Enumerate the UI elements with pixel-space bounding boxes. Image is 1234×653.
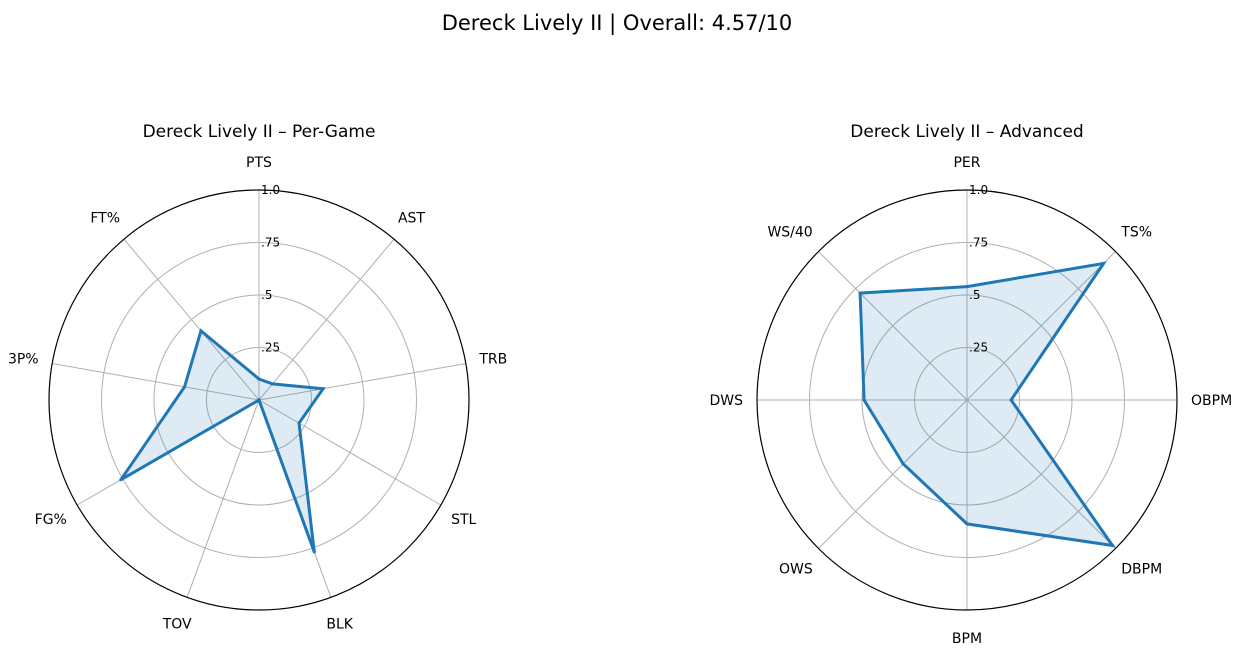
radial-tick-label-per-game-2: .5 — [261, 288, 272, 302]
data-point-advanced-obpm — [1009, 398, 1013, 402]
axis-label-advanced-per: PER — [953, 155, 980, 171]
axis-label-per-game-3p-pct: 3P% — [8, 352, 39, 368]
series-area-advanced — [860, 263, 1113, 546]
grid-ring-per-game-2 — [153, 294, 365, 506]
axis-label-per-game-ast: AST — [398, 211, 425, 227]
grid-ring-advanced-2 — [861, 294, 1073, 506]
axis-label-advanced-dbpm: DBPM — [1121, 561, 1162, 577]
axis-label-advanced-ows: OWS — [779, 561, 813, 577]
radar-frame-advanced — [756, 189, 1178, 611]
data-point-advanced-ows — [901, 462, 905, 466]
data-point-advanced-per — [965, 285, 969, 289]
radar-frame-per-game — [48, 189, 470, 611]
grid-ring-advanced-1 — [914, 347, 1020, 453]
grid-ring-advanced-3 — [809, 242, 1125, 558]
figure-title: Dereck Lively II | Overall: 4.57/10 — [442, 11, 793, 36]
series-line-per-game — [119, 328, 326, 553]
data-point-per-game-fg-pct — [119, 478, 123, 482]
data-point-per-game-stl — [297, 421, 301, 425]
data-point-per-game-3p-pct — [183, 385, 187, 389]
data-point-per-game-trb — [321, 387, 325, 391]
grid-ring-per-game-3 — [101, 242, 417, 558]
data-point-advanced-bpm — [965, 522, 969, 526]
data-point-per-game-blk — [312, 550, 316, 554]
radial-tick-label-per-game-4: 1.0 — [261, 183, 280, 197]
axis-label-per-game-fg-pct: FG% — [35, 512, 67, 528]
axis-label-advanced-ts-pct: TS% — [1120, 225, 1152, 241]
axis-label-per-game-pts: PTS — [246, 155, 272, 171]
data-point-per-game-ast — [271, 382, 274, 386]
radial-tick-label-advanced-1: .25 — [969, 341, 988, 355]
series-area-per-game — [120, 330, 324, 552]
radial-tick-label-per-game-1: .25 — [261, 341, 280, 355]
axis-label-per-game-ft-pct: FT% — [90, 211, 120, 227]
radar-chart-advanced: Dereck Lively II – Advanced .25 .5 .75 1.0 P… — [709, 122, 1232, 647]
radial-tick-label-advanced-4: 1.0 — [969, 183, 988, 197]
axis-label-advanced-dws: DWS — [709, 393, 743, 409]
data-point-advanced-ws-40 — [858, 291, 862, 295]
data-point-per-game-ft-pct — [199, 329, 203, 333]
data-point-advanced-dws — [862, 398, 866, 402]
axis-label-per-game-blk: BLK — [326, 617, 353, 633]
axis-label-per-game-stl: STL — [451, 512, 476, 528]
radial-tick-label-advanced-2: .5 — [969, 288, 980, 302]
radar-chart-per-game: Dereck Lively II – Per-Game .25 .5 .75 1.0 P… — [8, 122, 507, 633]
data-point-advanced-dbpm — [1111, 544, 1115, 548]
data-point-per-game-pts — [257, 377, 261, 381]
axis-label-per-game-tov: TOV — [162, 617, 192, 633]
data-point-advanced-ts-pct — [1102, 261, 1106, 265]
grid-ring-per-game-1 — [206, 347, 312, 453]
radial-tick-label-advanced-3: .75 — [969, 236, 988, 250]
axis-label-per-game-trb: TRB — [478, 352, 507, 368]
axis-label-advanced-ws-40: WS/40 — [767, 225, 812, 241]
radial-tick-label-per-game-3: .75 — [261, 236, 280, 250]
axis-label-advanced-bpm: BPM — [952, 631, 982, 647]
axis-label-advanced-obpm: OBPM — [1191, 393, 1232, 409]
chart-title-per-game: Dereck Lively II – Per-Game — [143, 122, 376, 142]
chart-title-advanced: Dereck Lively II – Advanced — [850, 122, 1083, 142]
data-point-per-game-tov — [257, 398, 261, 402]
